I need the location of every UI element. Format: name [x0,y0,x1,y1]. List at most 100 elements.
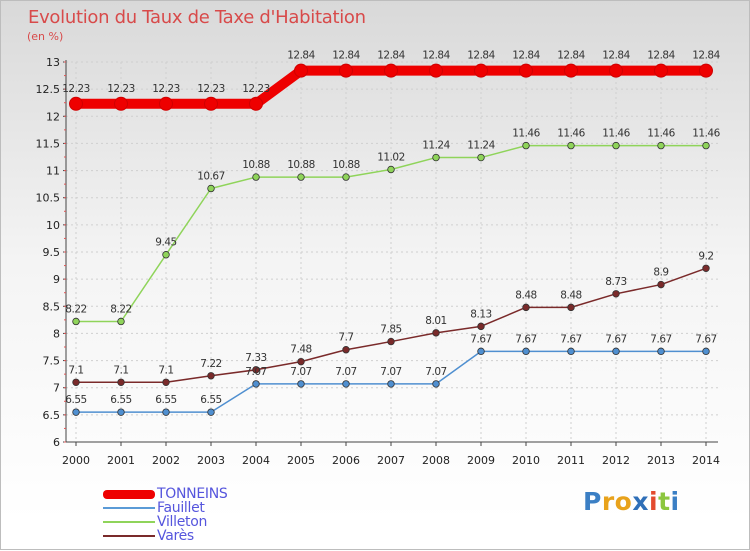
data-label: 7.1 [68,364,83,376]
data-label: 11.46 [557,128,585,140]
y-tick-label: 9 [53,273,60,286]
chart-title: Evolution du Taux de Taxe d'Habitation [28,7,366,28]
data-point [432,329,440,337]
data-label: 7.07 [245,366,266,378]
data-label: 12.23 [152,83,180,95]
data-point [297,173,305,181]
y-tick-label: 8.5 [43,300,61,313]
y-tick-label: 8 [53,327,60,340]
data-point [564,63,578,78]
data-label: 6.55 [110,394,131,406]
x-tick-label: 2010 [512,454,540,467]
data-point [657,280,665,289]
data-point [162,378,170,386]
legend-label-vares: Varès [157,528,194,544]
data-point [432,153,440,162]
data-point [519,63,533,78]
data-point [387,165,395,174]
y-tick-label: 12.5 [36,83,61,96]
data-point [474,63,488,78]
data-point [612,290,620,298]
data-label: 12.84 [467,50,495,62]
legend-label-fauillet: Fauillet [157,500,205,516]
data-point [522,303,530,312]
y-tick-label: 13 [46,56,60,69]
y-tick-label: 9.5 [43,246,61,259]
data-label: 11.46 [692,128,720,140]
data-point [387,380,395,388]
y-tick-label: 11 [46,165,60,178]
data-point [477,153,485,162]
data-label: 7.67 [515,333,536,345]
data-label: 7.48 [290,344,311,356]
x-tick-label: 2012 [602,454,630,467]
data-point [567,347,575,356]
y-tick-label: 12 [46,110,60,123]
data-point [207,372,215,380]
data-point [162,408,170,416]
data-label: 12.23 [197,83,225,95]
y-tick-label: 7.5 [43,355,61,368]
data-point [207,408,215,416]
data-label: 10.88 [332,159,360,171]
x-tick-label: 2004 [242,454,270,467]
data-label: 11.02 [377,151,405,163]
data-label: 10.67 [197,170,225,182]
data-point [612,141,620,150]
data-point [702,141,710,150]
data-point [654,63,668,78]
x-tick-label: 2000 [62,454,90,467]
data-label: 7.33 [245,352,266,364]
legend-label-tonneins: TONNEINS [157,486,228,502]
data-label: 11.46 [647,128,675,140]
x-tick-label: 2014 [692,454,720,467]
data-point [252,173,260,181]
legend-swatch-villeton [103,521,155,523]
data-point [342,380,350,388]
data-label: 7.67 [695,333,716,345]
data-label: 6.55 [155,394,176,406]
data-label: 12.84 [422,50,450,62]
y-tick-label: 6 [53,436,60,449]
data-point [522,141,530,150]
data-label: 8.01 [425,315,446,327]
data-label: 9.2 [698,250,713,262]
data-label: 7.07 [425,366,446,378]
data-label: 8.13 [470,308,491,320]
logo-letter: t [658,487,671,516]
logo-letter: P [583,487,602,516]
legend-label-villeton: Villeton [157,514,208,530]
data-label: 10.88 [287,159,315,171]
x-tick-label: 2008 [422,454,450,467]
data-point [294,63,308,78]
data-label: 7.67 [560,333,581,345]
data-label: 8.9 [653,267,668,279]
data-label: 12.84 [692,50,720,62]
data-label: 12.84 [377,50,405,62]
data-point [117,408,125,416]
logo-letter: r [601,487,615,516]
data-point [432,380,440,388]
legend-swatch-tonneins [103,489,155,499]
data-label: 11.24 [467,140,495,152]
data-point [657,347,665,356]
data-point [297,357,305,366]
data-label: 11.24 [422,140,450,152]
data-label: 8.22 [65,303,86,315]
data-point [477,322,485,331]
data-point [297,380,305,388]
x-tick-label: 2013 [647,454,675,467]
data-label: 11.46 [512,128,540,140]
data-point [702,347,710,356]
data-point [522,347,530,356]
logo-letter: o [614,487,633,516]
data-label: 7.7 [338,332,353,344]
data-point [117,378,125,386]
data-label: 12.23 [62,83,90,95]
legend-swatch-fauillet [103,507,155,509]
data-label: 7.1 [158,364,173,376]
y-tick-label: 6.5 [43,409,61,422]
x-tick-label: 2009 [467,454,495,467]
data-point [207,184,215,193]
